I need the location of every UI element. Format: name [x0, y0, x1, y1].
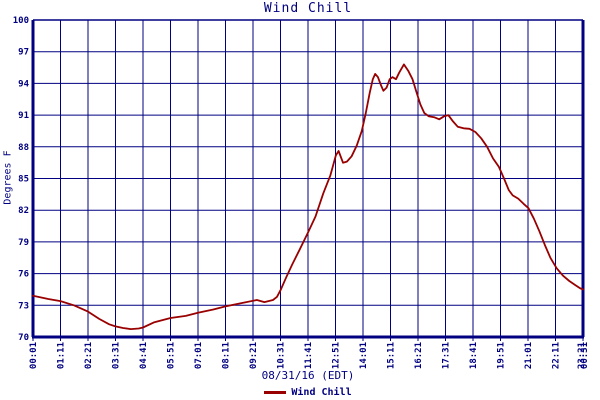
- y-tick-label: 70: [18, 333, 29, 343]
- x-tick-label: 12:51: [332, 342, 342, 369]
- x-tick-label: 03:31: [112, 342, 122, 369]
- y-tick-label: 85: [18, 175, 29, 185]
- y-tick-label: 73: [18, 301, 29, 311]
- x-tick-label: 00:01: [29, 342, 39, 369]
- x-tick-label: 11:41: [304, 342, 314, 369]
- legend-label: Wind Chill: [291, 387, 352, 398]
- x-tick-label: 22:11: [552, 342, 562, 369]
- x-tick-label: 05:51: [167, 342, 177, 369]
- x-tick-label: 09:21: [249, 342, 259, 369]
- x-axis-date-label: 08/31/16 (EDT): [261, 369, 355, 382]
- x-tick-label: 15:11: [387, 342, 397, 369]
- y-tick-label: 88: [18, 143, 29, 153]
- wind-chill-line: [32, 63, 584, 330]
- y-tick-label: 100: [13, 16, 29, 26]
- x-tick-label: 02:21: [84, 342, 94, 369]
- y-tick-label: 94: [18, 79, 29, 89]
- x-tick-label: 17:31: [442, 342, 452, 369]
- x-tick-label-overlap: 23:21: [577, 342, 587, 369]
- x-tick-label-overlap: 00:31: [580, 342, 590, 369]
- y-tick-label: 82: [18, 206, 29, 216]
- x-tick-label: 16:21: [414, 342, 424, 369]
- chart-title: Wind Chill: [263, 1, 353, 16]
- x-tick-label: 18:41: [469, 342, 479, 369]
- y-tick-label: 79: [18, 238, 29, 248]
- legend: Wind Chill: [33, 387, 583, 398]
- x-tick-label: 08:11: [222, 342, 232, 369]
- x-tick-label: 07:01: [194, 342, 204, 369]
- x-tick-label: 01:11: [57, 342, 67, 369]
- x-tick-label: 14:01: [359, 342, 369, 369]
- x-tick-label: 19:51: [497, 342, 507, 369]
- legend-line-swatch: [264, 391, 287, 394]
- x-tick-label: 04:41: [139, 342, 149, 369]
- x-tick-label: 21:01: [524, 342, 534, 369]
- y-tick-label: 91: [18, 111, 29, 121]
- y-tick-label: 76: [18, 270, 29, 280]
- y-tick-label: 97: [18, 48, 29, 58]
- x-tick-label: 10:31: [277, 342, 287, 369]
